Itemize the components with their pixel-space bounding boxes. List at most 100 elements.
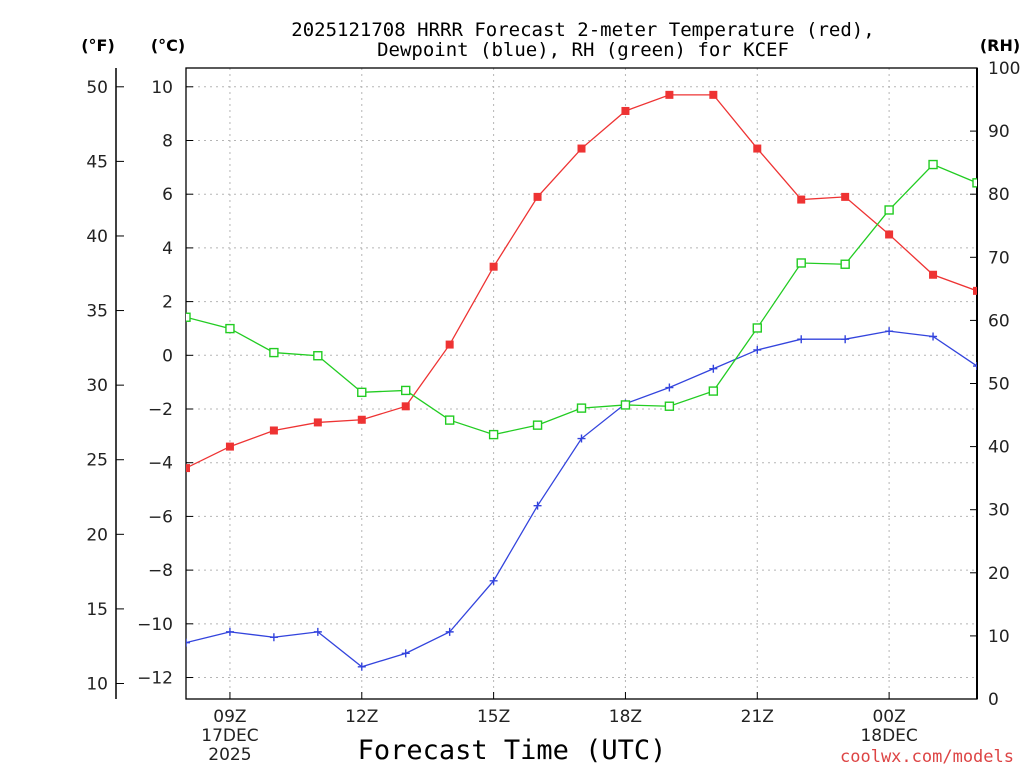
rh-tick-label: 80: [988, 185, 1010, 205]
celsius-tick-label: 2: [162, 293, 173, 313]
fahrenheit-unit-label: (°F): [81, 36, 115, 55]
axes: 5045403530252015101086420−2−4−6−8−10−121…: [86, 59, 1020, 710]
x-tick-label: 21Z: [741, 707, 774, 727]
temperature-point: [797, 195, 806, 204]
celsius-tick-label: 6: [162, 185, 173, 205]
rh-point: [532, 420, 543, 430]
fahrenheit-tick-label: 45: [86, 152, 108, 172]
temperature-point: [841, 192, 850, 201]
dewpoint-point: [401, 649, 410, 658]
rh-point: [444, 415, 455, 425]
celsius-tick-label: −6: [148, 507, 173, 527]
rh-line: [186, 163, 977, 436]
rh-tick-label: 20: [988, 564, 1010, 584]
fahrenheit-tick-label: 25: [86, 451, 108, 471]
celsius-tick-label: −4: [148, 454, 173, 474]
chart-subtitle: Dewpoint (blue), RH (green) for KCEF: [377, 39, 789, 61]
temperature-point: [401, 402, 410, 411]
plot-frame: [185, 67, 978, 700]
rh-point: [796, 258, 806, 268]
rh-point: [225, 323, 235, 334]
temperature-point: [709, 90, 718, 99]
rh-point: [576, 403, 587, 413]
rh-point: [840, 259, 850, 269]
dewpoint-point: [445, 627, 454, 636]
celsius-unit-label: (°C): [151, 36, 185, 55]
celsius-tick-label: −10: [137, 615, 173, 635]
dewpoint-point: [797, 335, 806, 344]
dewpoint-point: [885, 327, 894, 336]
rh-point: [972, 178, 977, 188]
celsius-tick-label: 4: [162, 239, 173, 259]
dewpoint-point: [225, 627, 234, 636]
temperature-point: [753, 144, 762, 153]
dewpoint-point: [533, 501, 542, 510]
dewpoint-point: [709, 364, 718, 373]
fahrenheit-tick-label: 10: [86, 674, 108, 694]
x-tick-label: 12Z: [345, 707, 378, 727]
celsius-tick-label: 0: [162, 346, 173, 366]
fahrenheit-tick-label: 50: [86, 78, 108, 98]
rh-tick-label: 50: [988, 375, 1010, 395]
temperature-point: [225, 442, 234, 451]
celsius-tick-label: 8: [162, 131, 173, 151]
dewpoint-point: [313, 627, 322, 636]
dewpoint-point: [269, 633, 278, 642]
rh-unit-label: (RH): [980, 36, 1020, 55]
temperature-point: [929, 270, 938, 279]
dewpoint-line: [186, 330, 977, 668]
celsius-tick-label: −8: [148, 561, 173, 581]
temperature-point: [313, 418, 322, 427]
rh-point: [401, 385, 411, 396]
rh-tick-label: 60: [988, 311, 1010, 331]
x-tick-label: 2025: [208, 745, 251, 765]
dewpoint-point: [973, 362, 977, 371]
temperature-point: [357, 415, 366, 424]
temperature-point: [489, 262, 498, 271]
rh-point: [620, 400, 631, 410]
dewpoint-point: [841, 335, 850, 344]
rh-point: [269, 347, 279, 358]
celsius-tick-label: −12: [137, 669, 173, 689]
temperature-point: [885, 230, 894, 239]
x-axis-label: Forecast Time (UTC): [358, 735, 667, 766]
data-series: [186, 90, 977, 671]
dewpoint-point: [929, 332, 938, 341]
x-tick-label: 15Z: [477, 707, 510, 727]
rh-tick-label: 70: [988, 248, 1010, 268]
temperature-point: [186, 464, 190, 473]
series-clip-group: [186, 90, 977, 671]
x-tick-label: 17DEC: [201, 726, 258, 746]
rh-point: [884, 205, 894, 215]
x-tick-label: 18Z: [609, 707, 642, 727]
rh-tick-label: 100: [988, 59, 1020, 79]
temperature-point: [621, 106, 630, 115]
rh-point: [708, 386, 719, 396]
fahrenheit-tick-label: 15: [86, 600, 108, 620]
fahrenheit-tick-label: 20: [86, 525, 108, 545]
rh-point: [313, 351, 323, 361]
credit-label: coolwx.com/models: [840, 747, 1014, 767]
dewpoint-point: [186, 638, 190, 647]
rh-tick-label: 10: [988, 627, 1010, 647]
dewpoint-point: [489, 576, 498, 585]
x-tick-label: 00Z: [872, 707, 905, 727]
dewpoint-point: [357, 662, 366, 671]
rh-point: [186, 312, 191, 322]
temperature-point: [269, 426, 278, 435]
temperature-point: [533, 192, 542, 201]
temperature-point: [577, 144, 586, 153]
temperature-point: [665, 90, 674, 99]
rh-tick-label: 0: [988, 690, 999, 710]
rh-point: [752, 323, 762, 333]
rh-tick-label: 30: [988, 501, 1010, 521]
x-tick-label: 09Z: [213, 707, 246, 727]
rh-tick-label: 40: [988, 438, 1010, 458]
grid-lines: [186, 68, 977, 699]
dewpoint-point: [753, 345, 762, 354]
chart-title: 2025121708 HRRR Forecast 2-meter Tempera…: [291, 19, 874, 41]
rh-tick-label: 90: [988, 122, 1010, 142]
rh-point: [928, 159, 938, 170]
